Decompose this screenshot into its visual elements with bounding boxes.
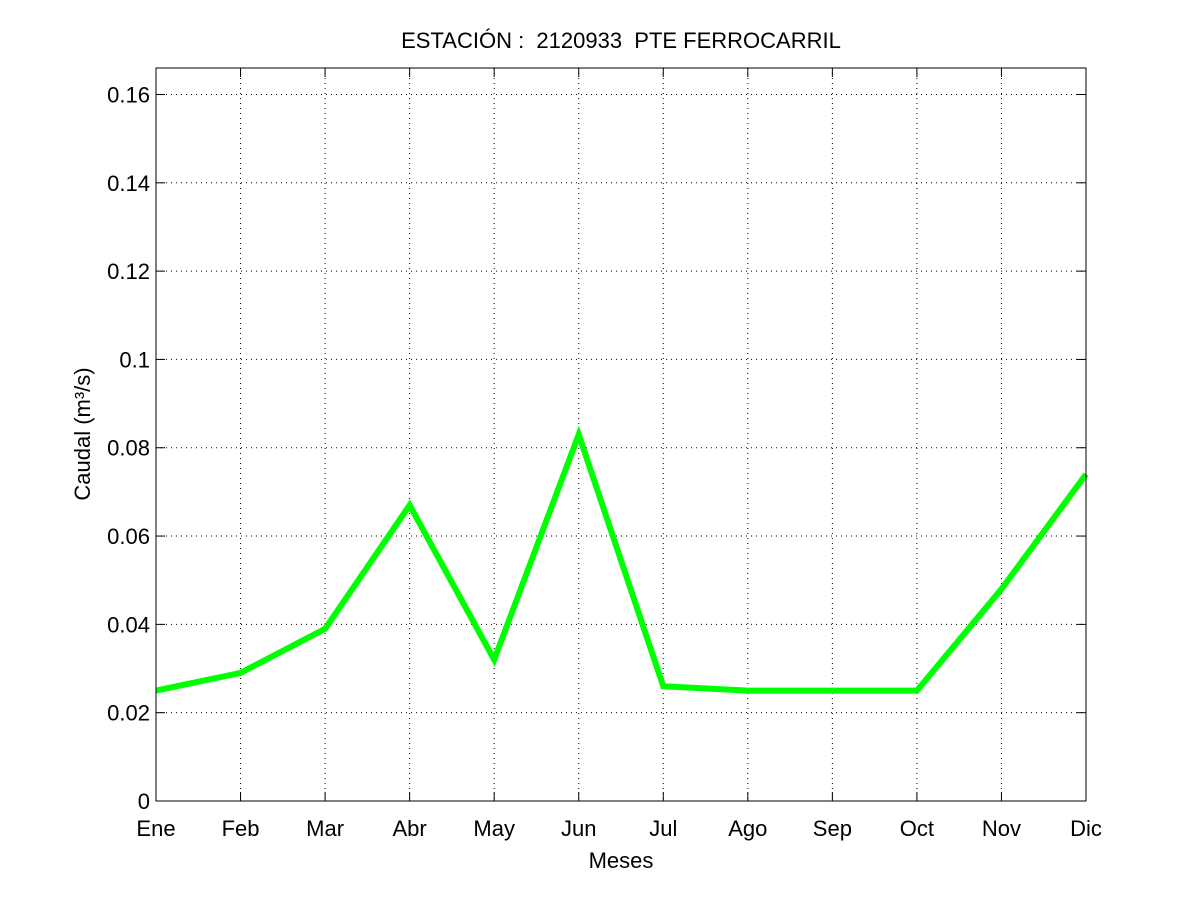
x-tick-label: Abr (393, 816, 427, 841)
x-tick-label: Nov (982, 816, 1021, 841)
series-line (155, 425, 1089, 694)
x-tick-label: May (473, 816, 515, 841)
x-tick-label: Mar (306, 816, 344, 841)
grid-lines (156, 68, 1086, 801)
x-tick-label: Jul (649, 816, 677, 841)
y-tick-labels: 0 0.02 0.04 0.06 0.08 0.1 0.12 0.14 0.16 (107, 82, 150, 814)
y-tick-label: 0.12 (107, 259, 150, 284)
data-point (914, 688, 920, 694)
data-point (407, 502, 413, 508)
x-axis-title: Meses (589, 848, 654, 873)
data-point (576, 432, 582, 438)
x-tick-label: Oct (900, 816, 934, 841)
x-tick-label: Ene (136, 816, 175, 841)
y-tick-label: 0.1 (119, 347, 150, 372)
x-tick-label: Dic (1070, 816, 1102, 841)
y-axis-title: Caudal (m³/s) (70, 367, 95, 500)
data-point (238, 670, 244, 676)
data-point (660, 683, 666, 689)
x-tick-label: Jun (561, 816, 596, 841)
y-tick-label: 0.02 (107, 701, 150, 726)
data-point (491, 657, 497, 663)
data-point (745, 688, 751, 694)
chart-title: ESTACIÓN : 2120933 PTE FERROCARRIL (401, 28, 841, 53)
data-point (322, 626, 328, 632)
plot-frame (155, 67, 1087, 802)
y-tick-label: 0.14 (107, 171, 150, 196)
x-tick-label: Sep (813, 816, 852, 841)
y-tick-label: 0.08 (107, 436, 150, 461)
x-tick-labels: Ene Feb Mar Abr May Jun Jul Ago Sep Oct Nov Dic (136, 816, 1101, 841)
plot-area (156, 68, 1086, 801)
y-tick-label: 0.04 (107, 612, 150, 637)
data-point (829, 688, 835, 694)
tick-marks (155, 68, 1087, 802)
x-tick-label: Feb (222, 816, 260, 841)
y-tick-label: 0 (138, 789, 150, 814)
data-point (998, 586, 1004, 592)
series-layer (155, 425, 1089, 694)
y-tick-label: 0.06 (107, 524, 150, 549)
y-tick-label: 0.16 (107, 82, 150, 107)
x-tick-label: Ago (728, 816, 767, 841)
